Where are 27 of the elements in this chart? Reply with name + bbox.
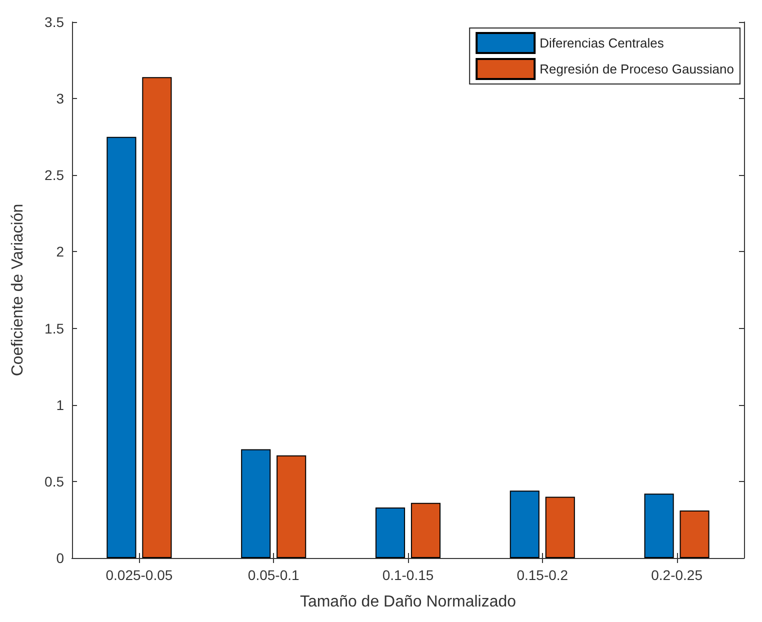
x-axis-title: Tamaño de Daño Normalizado — [300, 594, 516, 610]
y-tick-label: 3 — [56, 90, 64, 107]
bar — [680, 510, 710, 558]
y-tick-label: 2 — [56, 244, 64, 260]
bar — [106, 136, 136, 558]
y-tick-label: 3.5 — [44, 14, 64, 30]
bar — [375, 507, 406, 558]
bar — [241, 449, 271, 558]
y-tick-label: 0 — [56, 550, 64, 566]
y-tick-label: 1 — [56, 396, 64, 413]
y-tick-label: 0.5 — [44, 473, 64, 490]
legend-label: Regresión de Proceso Gaussiano — [540, 62, 734, 76]
y-tick-label: 2.5 — [44, 167, 64, 184]
x-tick-label: 0.05-0.1 — [248, 567, 300, 583]
bar — [510, 490, 540, 558]
x-tick-label: 0.2-0.25 — [651, 567, 703, 583]
bar — [276, 455, 306, 558]
x-tick-label: 0.025-0.05 — [106, 567, 173, 583]
x-tick-label: 0.15-0.2 — [516, 567, 568, 583]
bar — [644, 494, 674, 558]
bar — [142, 77, 172, 558]
y-axis-title: Coeficiente de Variación — [10, 204, 26, 376]
legend-label: Diferencias Centrales — [540, 36, 664, 50]
bar — [410, 502, 441, 558]
bar — [545, 496, 575, 558]
y-tick-label: 1.5 — [44, 320, 64, 336]
x-tick-label: 0.1-0.15 — [382, 567, 434, 583]
